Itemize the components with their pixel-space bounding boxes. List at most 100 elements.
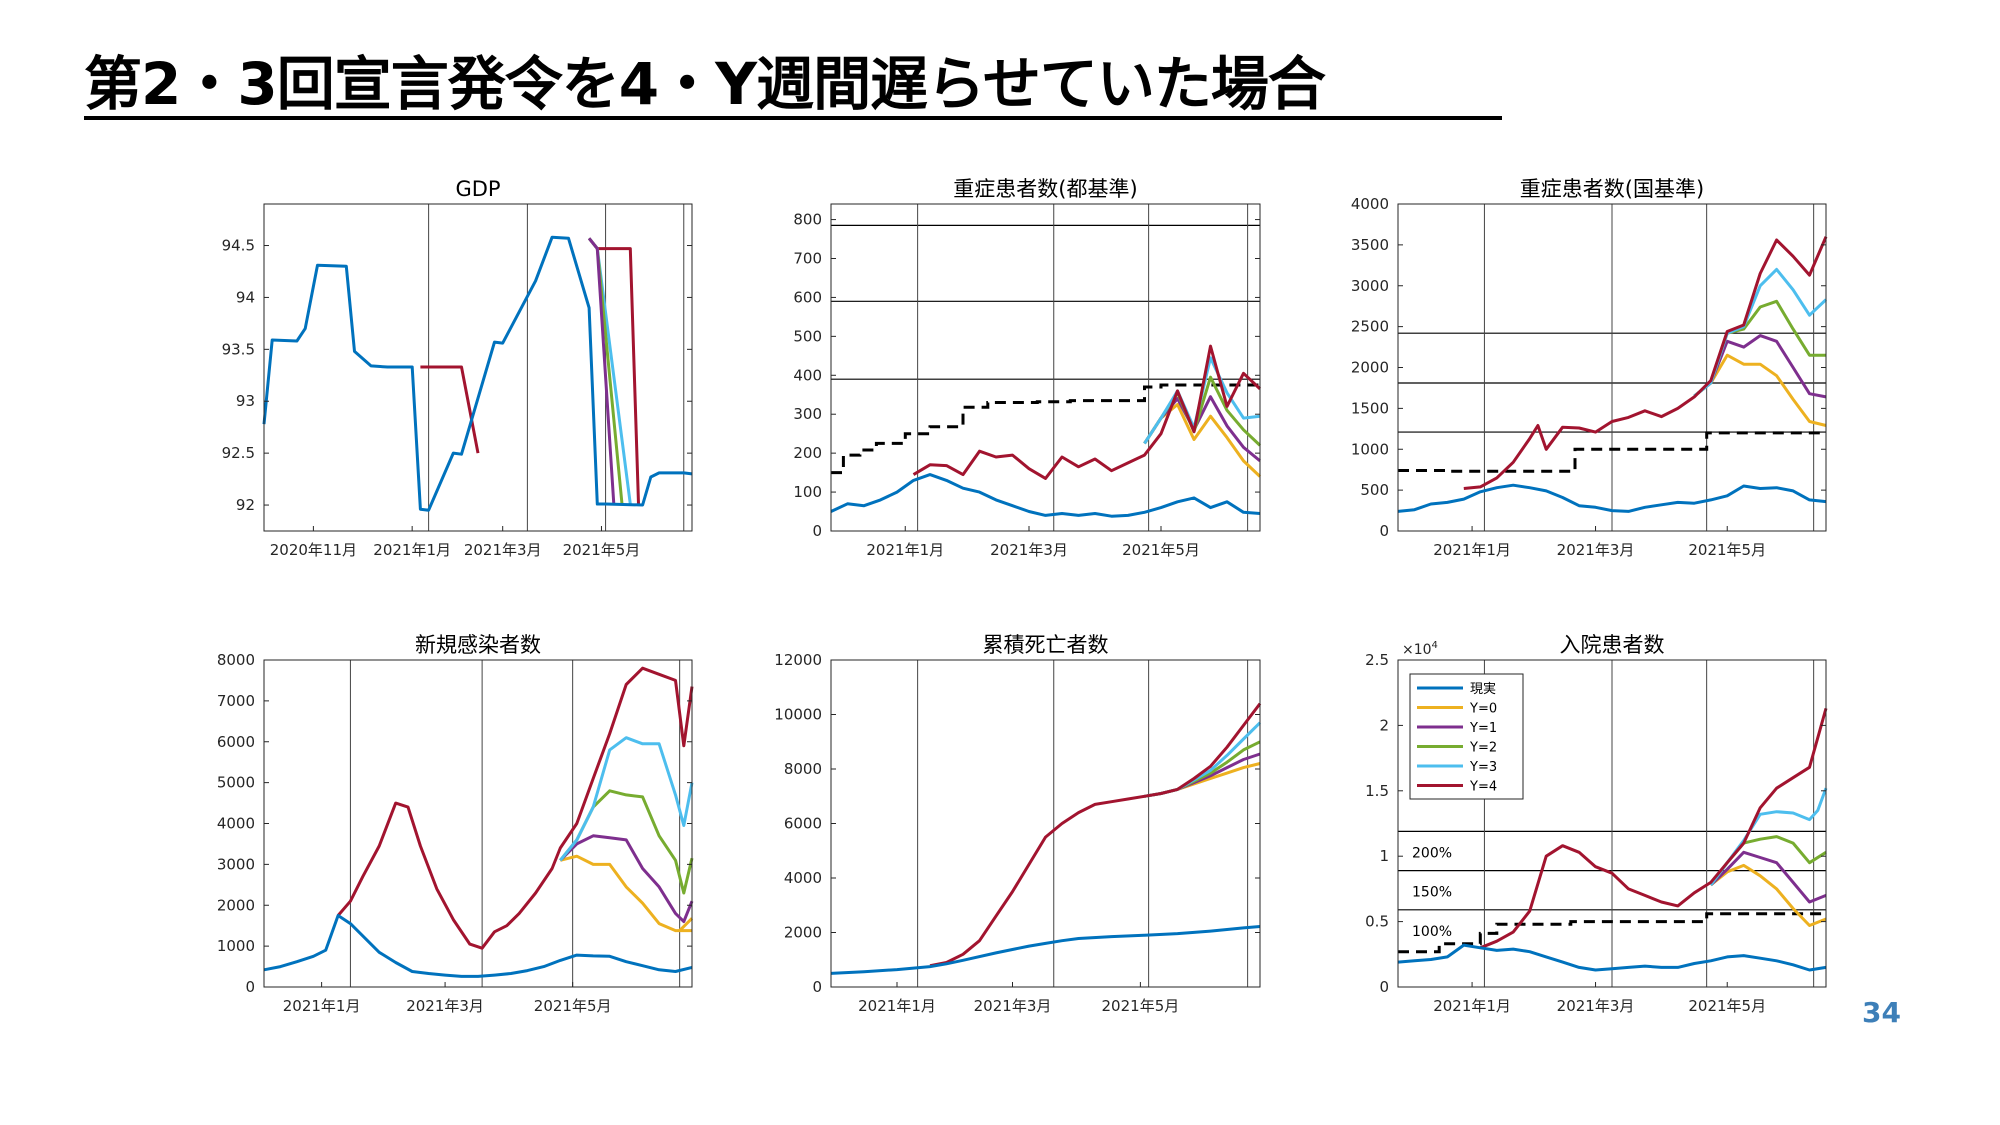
y-tick-label: 10000: [774, 706, 822, 724]
series-line: [1397, 483, 1827, 513]
y-tick-label: 300: [793, 405, 822, 423]
chart-gdp: 92 92.5 93 93.5 94 94.5 2020年11月 2021年1月 2021年3月…: [222, 177, 693, 559]
y-tick-label: 3000: [1351, 277, 1389, 295]
threshold-label: 200%: [1412, 845, 1452, 861]
slide-title: 第2・3回宣言発令を4・Y週間遅らせていた場合: [84, 50, 1326, 118]
x-tick-label: 2021年5月: [1688, 541, 1766, 559]
series-line: [929, 702, 1262, 968]
y-tick-label: 500: [1360, 481, 1389, 499]
y-tick-label: 6000: [217, 733, 255, 751]
y-tick-label: 4000: [784, 869, 822, 887]
series-line: [678, 917, 694, 932]
y-tick-label: 400: [793, 366, 822, 384]
x-tick-label: 2021年1月: [858, 997, 936, 1015]
series-line: [559, 834, 694, 924]
y-tick-label: 3500: [1351, 236, 1389, 254]
series-line: [830, 473, 1261, 518]
page-number: 34: [1862, 996, 1901, 1029]
x-tick-label: 2021年3月: [406, 997, 484, 1015]
legend-label: 現実: [1470, 681, 1496, 697]
y-tick-label: 93.5: [222, 340, 255, 358]
y-tick-label: 5000: [217, 774, 255, 792]
x-tick-label: 2021年3月: [990, 541, 1068, 559]
chart-title: 入院患者数: [1560, 633, 1665, 657]
y-tick-label: 92: [236, 496, 255, 514]
x-tick-label: 2021年5月: [1688, 997, 1766, 1015]
y-exponent-label: ×104: [1402, 640, 1438, 658]
y-tick-label: 2.5: [1365, 651, 1389, 669]
series-line: [1463, 236, 1828, 490]
series-line: [559, 854, 692, 933]
series-line: [1693, 353, 1827, 427]
y-tick-label: 600: [793, 288, 822, 306]
y-tick-label: 2000: [217, 896, 255, 914]
y-tick-label: 92.5: [222, 444, 255, 462]
x-tick-label: 2021年3月: [464, 541, 542, 559]
axes-box: [263, 203, 693, 532]
chart-title: 重症患者数(国基準): [1520, 177, 1704, 201]
x-tick-label: 2021年1月: [1433, 541, 1511, 559]
y-tick-label: 1000: [1351, 440, 1389, 458]
chart-severe-metro: 0 100 200 300 400 500 600 700 800 2021年1月 2021年3月 2…: [793, 177, 1262, 559]
legend-label: Y=3: [1469, 760, 1497, 775]
x-tick-label: 2020年11月: [270, 541, 357, 559]
y-tick-label: 12000: [774, 651, 822, 669]
axes-box: [263, 659, 693, 988]
y-tick-label: 0: [812, 978, 822, 996]
x-tick-label: 2021年5月: [534, 997, 612, 1015]
y-tick-label: 0: [1379, 978, 1389, 996]
series-line: [336, 666, 694, 950]
y-tick-label: 94: [236, 288, 255, 306]
axes-box: [830, 659, 1261, 988]
legend: 現実 Y=0 Y=1 Y=2 Y=3 Y=4: [1409, 673, 1524, 800]
y-tick-label: 100: [793, 483, 822, 501]
series-line: [1693, 299, 1826, 398]
y-tick-label: 200: [793, 444, 822, 462]
chart-title: GDP: [455, 177, 500, 201]
threshold-label: 100%: [1412, 924, 1452, 940]
x-tick-label: 2021年3月: [974, 997, 1052, 1015]
y-tick-label: 2000: [1351, 359, 1389, 377]
x-tick-label: 2021年1月: [283, 997, 361, 1015]
series-line: [1397, 943, 1827, 972]
legend-label: Y=2: [1469, 741, 1497, 756]
series-line: [830, 925, 1261, 975]
y-tick-label: 0: [1379, 522, 1389, 540]
chart-title: 新規感染者数: [415, 633, 541, 657]
y-tick-label: 0.5: [1365, 913, 1389, 931]
series-line: [420, 365, 480, 454]
series-line: [559, 736, 694, 862]
series-line: [263, 914, 693, 978]
y-tick-label: 2: [1379, 716, 1389, 734]
title-underline: [84, 116, 1502, 120]
y-exponent-power: 4: [1432, 640, 1438, 651]
x-tick-label: 2021年3月: [1557, 541, 1635, 559]
x-tick-label: 2021年1月: [866, 541, 944, 559]
y-tick-label: 1.5: [1365, 782, 1389, 800]
axes-box: [830, 203, 1261, 532]
y-tick-label: 1500: [1351, 399, 1389, 417]
y-tick-label: 500: [793, 327, 822, 345]
y-tick-label: 3000: [217, 855, 255, 873]
y-tick-label: 0: [812, 522, 822, 540]
x-tick-label: 2021年5月: [1122, 541, 1200, 559]
dashed-threshold: [1398, 431, 1826, 473]
y-tick-label: 1: [1379, 847, 1389, 865]
x-tick-label: 2021年3月: [1557, 997, 1635, 1015]
chart-cumulative-deaths: 0 2000 4000 6000 8000 10000 12000 2021年1月 2021年3…: [774, 633, 1262, 1015]
x-tick-label: 2021年5月: [563, 541, 641, 559]
axes-box: [1397, 659, 1827, 988]
legend-label: Y=1: [1469, 721, 1497, 736]
series-line: [587, 237, 616, 505]
x-tick-label: 2021年5月: [1102, 997, 1180, 1015]
series-line: [912, 344, 1262, 480]
chart-title: 累積死亡者数: [983, 633, 1109, 657]
y-tick-label: 1000: [217, 937, 255, 955]
y-tick-label: 2000: [784, 924, 822, 942]
chart-hospitalized: 0 0.5 1 1.5 2 2.5 2021年1月 2021年3月 2021年5月 入院患者数 ×1…: [1365, 633, 1828, 1015]
x-tick-label: 2021年1月: [1433, 997, 1511, 1015]
series-line: [1479, 707, 1828, 950]
series-line: [1709, 863, 1827, 927]
y-tick-label: 2500: [1351, 318, 1389, 336]
threshold-label: 150%: [1412, 885, 1452, 901]
